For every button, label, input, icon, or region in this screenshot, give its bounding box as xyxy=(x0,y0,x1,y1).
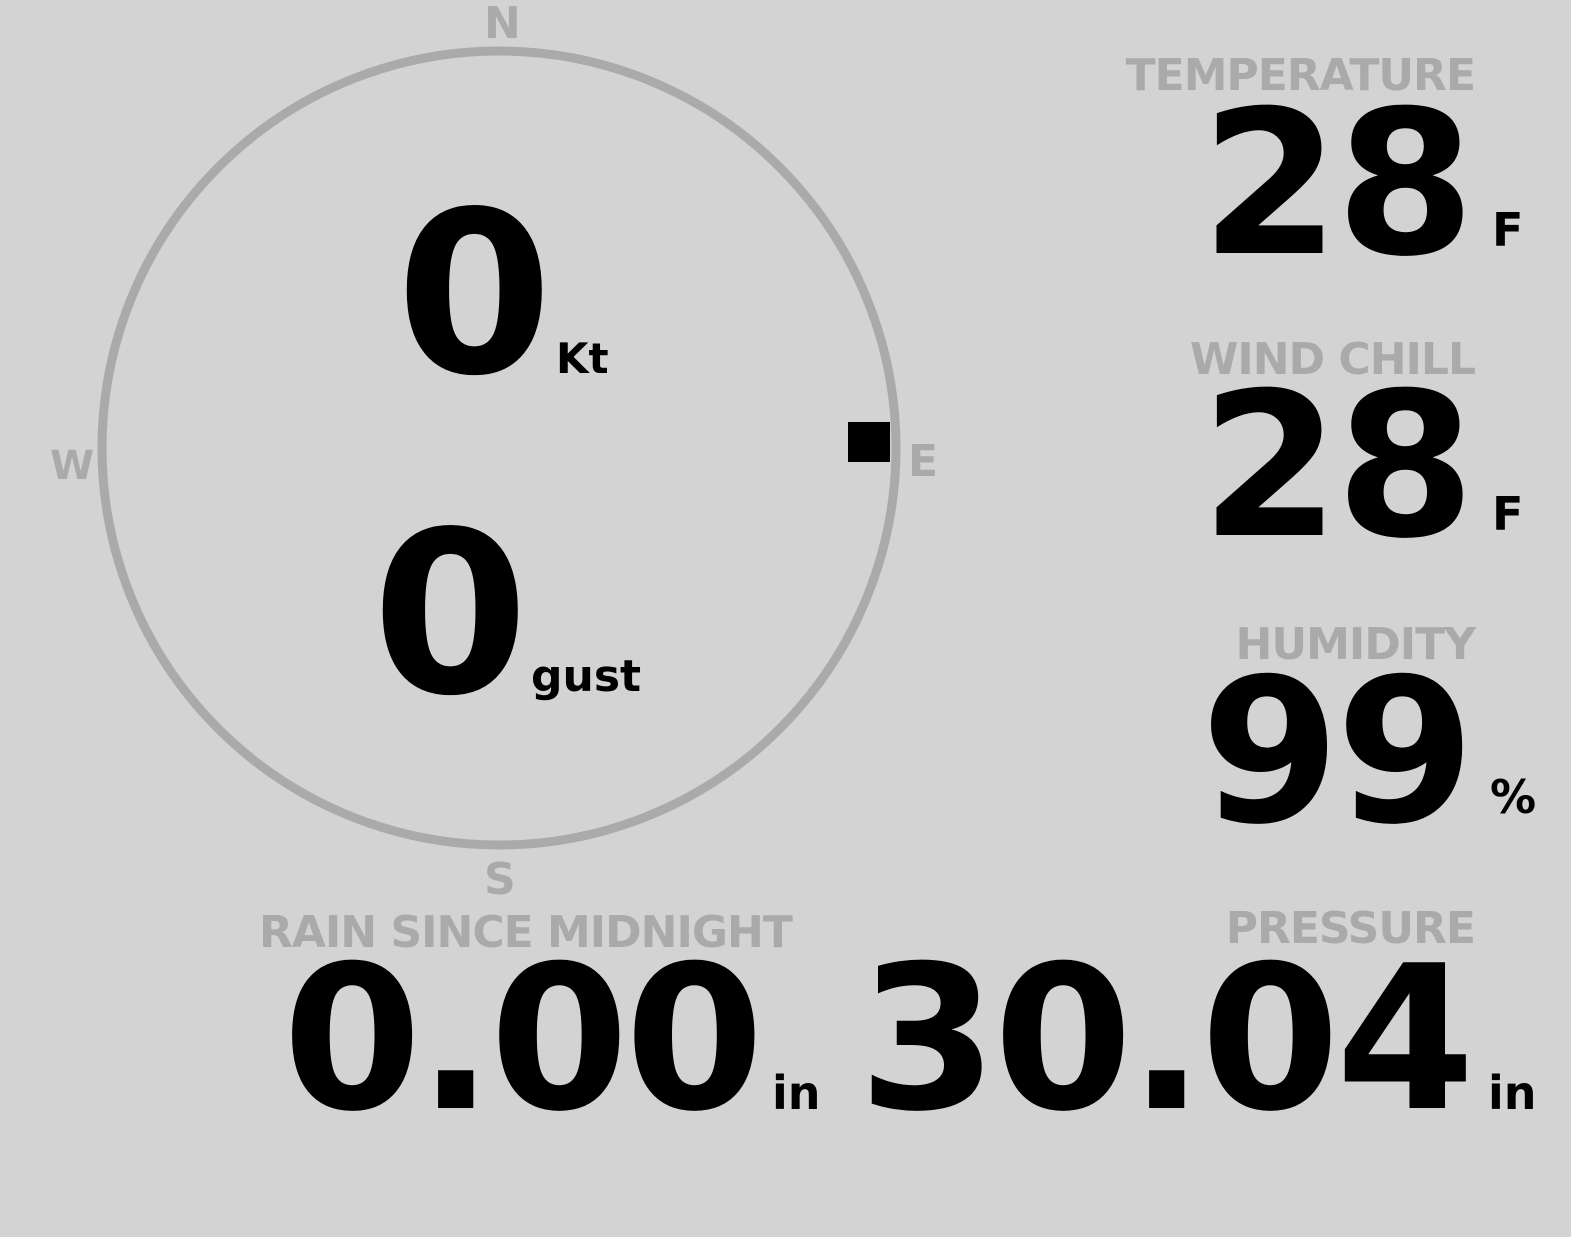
humidity-label: HUMIDITY xyxy=(1235,619,1476,670)
pressure-label: PRESSURE xyxy=(1225,903,1476,954)
wind-compass-dial xyxy=(97,46,901,850)
humidity-unit: % xyxy=(1490,770,1537,824)
wind-chill-value: 28 xyxy=(1200,350,1475,583)
humidity-value: 99 xyxy=(1200,636,1475,869)
wind-speed-value: 0 xyxy=(396,164,553,426)
wind-speed-unit: Kt xyxy=(556,334,609,383)
wind-chill-unit: F xyxy=(1492,487,1524,541)
rain-unit: in xyxy=(772,1066,821,1120)
compass-west: W xyxy=(50,443,95,489)
temperature-unit: F xyxy=(1492,203,1524,257)
wind-chill-label: WIND CHILL xyxy=(1189,334,1476,385)
compass-east: E xyxy=(908,436,939,487)
pressure-unit: in xyxy=(1488,1066,1537,1120)
temperature-value: 28 xyxy=(1200,68,1475,301)
wind-gust-unit: gust xyxy=(531,651,642,702)
compass-ring xyxy=(97,46,901,850)
temperature-label: TEMPERATURE xyxy=(1125,50,1476,101)
rain-label: RAIN SINCE MIDNIGHT xyxy=(259,907,793,958)
rain-value: 0.00 xyxy=(282,923,764,1156)
compass-south: S xyxy=(484,854,516,905)
compass-north: N xyxy=(484,0,521,49)
wind-direction-marker xyxy=(848,422,890,462)
pressure-value: 30.04 xyxy=(858,923,1475,1156)
wind-gust-value: 0 xyxy=(372,484,529,746)
